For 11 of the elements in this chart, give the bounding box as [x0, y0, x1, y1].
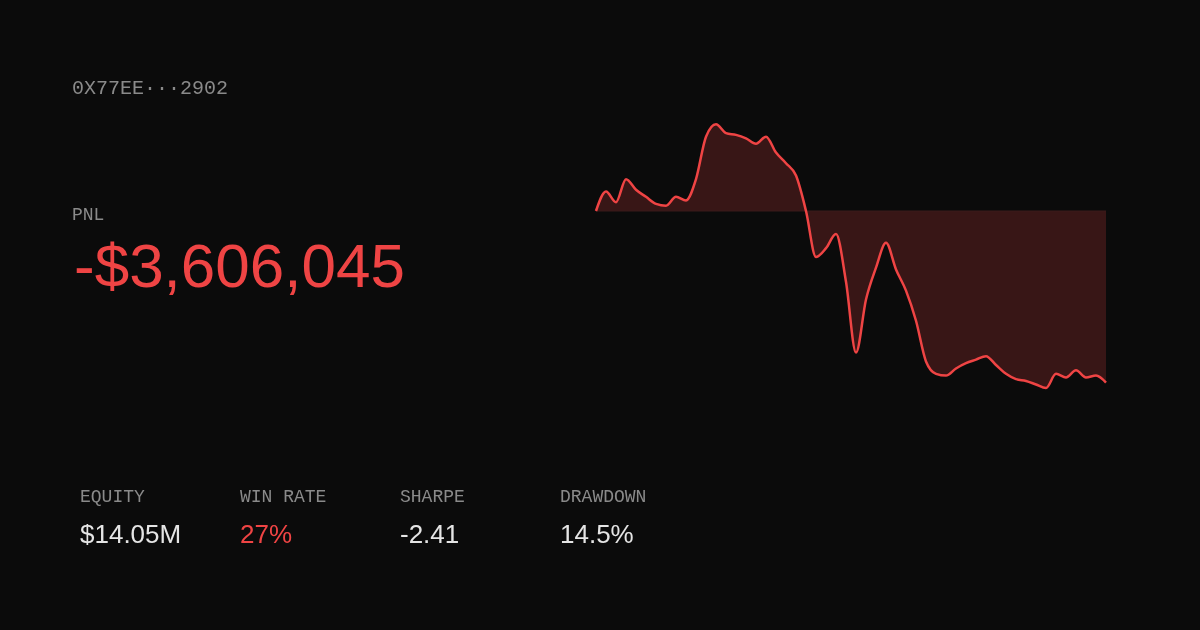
text: 27% [240, 519, 293, 549]
text: 14.5% [560, 519, 634, 549]
text: PNL [72, 205, 105, 225]
text: 0X77EE···2902 [72, 77, 229, 100]
text: SHARPE [400, 487, 465, 507]
text: $14.05M [80, 519, 182, 549]
text: EQUITY [80, 487, 146, 507]
text: DRAWDOWN [560, 487, 647, 507]
text: WIN RATE [240, 487, 327, 507]
text: -$3,606,045 [74, 231, 405, 300]
text: -2.41 [400, 519, 460, 549]
